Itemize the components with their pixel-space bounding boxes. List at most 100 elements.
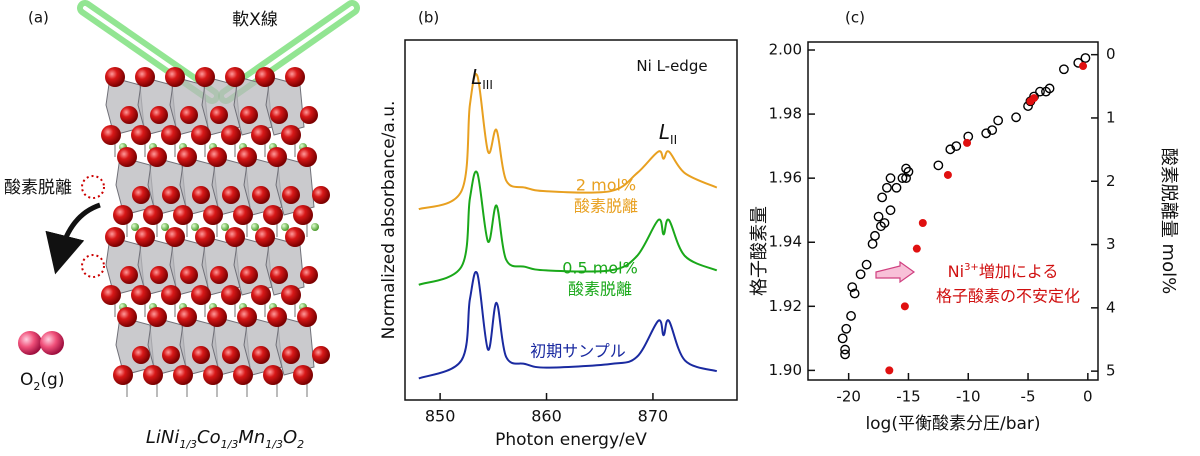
oxygen-atom (131, 285, 151, 305)
oxygen-atom (222, 186, 240, 204)
data-point (882, 182, 892, 193)
text-part: (g) (40, 370, 64, 390)
annotation: Ni3+増加による (948, 262, 1059, 281)
text-part: Ni L-edge (636, 57, 707, 75)
text-part: 3+ (964, 262, 979, 273)
spectrum-line (418, 170, 718, 286)
oxygen-atom (180, 106, 198, 124)
data-point (897, 173, 908, 184)
lithium-atom (251, 223, 259, 231)
text-part: 2 (33, 380, 40, 393)
text-part: 1/3 (179, 438, 197, 451)
text-part: II (670, 133, 677, 147)
y-tick-label: 1.96 (769, 169, 802, 187)
y2-tick-label: 2 (1106, 172, 1116, 190)
oxygen-atom (147, 307, 167, 327)
octahedron (179, 156, 219, 216)
oxygen-atom (285, 227, 305, 247)
oxygen-atom (282, 186, 300, 204)
octahedron (179, 316, 219, 376)
oxygen-atom (203, 365, 223, 385)
release-arrow (45, 202, 101, 275)
oxygen-atom (233, 205, 253, 225)
oxygen-atom (173, 205, 193, 225)
x-axis-label: Photon energy/eV (495, 430, 647, 450)
data-point (1044, 83, 1055, 94)
oxygen-atom (143, 365, 163, 385)
data-point (873, 211, 884, 222)
o2-atom (40, 331, 64, 355)
x-tick-label: -20 (836, 388, 861, 406)
oxygen-atom (147, 147, 167, 167)
y2-axis-label: 酸素脱離量 mol% (1158, 148, 1179, 294)
oxygen-atom (191, 285, 211, 305)
oxygen-atom (281, 125, 301, 145)
oxygen-atom (312, 186, 330, 204)
oxygen-atom (117, 147, 137, 167)
o2-atom (18, 331, 42, 355)
oxygen-atom (135, 67, 155, 87)
oxygen-atom (113, 365, 133, 385)
data-point (849, 288, 860, 299)
oxygen-atom (270, 266, 288, 284)
data-point (855, 269, 866, 280)
oxygen-atom (132, 346, 150, 364)
text-part: O (283, 427, 297, 448)
oxygen-atom (270, 106, 288, 124)
vacancy (81, 175, 105, 199)
oxygen-atom (222, 346, 240, 364)
y2-tick-label: 4 (1106, 298, 1116, 316)
oxygen-atom (195, 227, 215, 247)
data-point (885, 366, 894, 375)
plot-frame (807, 41, 1099, 381)
data-point (847, 282, 858, 292)
data-point (943, 170, 952, 179)
oxygen-atom (135, 227, 155, 247)
text-part: Mn (238, 427, 265, 448)
oxygen-atom (300, 106, 318, 124)
lithium-atom (191, 223, 199, 231)
x-tick-label: 870 (638, 407, 669, 426)
data-point (993, 115, 1004, 126)
y-tick-label: 2.00 (769, 41, 802, 59)
oxygen-atom (207, 307, 227, 327)
data-point (933, 160, 944, 171)
x-tick-label: -15 (896, 388, 921, 406)
oxygen-atom (252, 346, 270, 364)
oxygen-atom (203, 205, 223, 225)
oxygen-atom (252, 186, 270, 204)
lithium-atom (221, 223, 229, 231)
oxygen-atom (105, 67, 125, 87)
data-point (1059, 64, 1069, 75)
oxygen-atom (282, 346, 300, 364)
annotation: 格子酸素の不安定化 (936, 287, 1080, 306)
oxygen-atom (101, 285, 121, 305)
data-point (885, 205, 896, 216)
y-axis-label: Normalized absorbance/a.u. (379, 101, 399, 340)
text-part: L (471, 65, 482, 89)
y-tick-label: 1.98 (769, 105, 802, 123)
panel-label: (b) (418, 9, 439, 27)
oxygen-atom (233, 365, 253, 385)
data-point (1080, 53, 1091, 63)
panel-label: (a) (28, 9, 49, 27)
oxygen-atom (120, 266, 138, 284)
data-point (846, 311, 856, 321)
oxygen-atom (165, 227, 185, 247)
annotation: LII (659, 120, 677, 147)
oxygen-atom (221, 285, 241, 305)
oxygen-atom (225, 227, 245, 247)
series-label: 酸素脱離 (568, 280, 632, 299)
oxygen-atom (297, 147, 317, 167)
data-point (841, 323, 852, 334)
data-point (867, 238, 878, 249)
x-tick-label: -10 (956, 388, 981, 406)
oxygen-atom (255, 67, 275, 87)
x-tick-label: -5 (1021, 388, 1036, 406)
oxygen-atom (285, 67, 305, 87)
data-point (1011, 112, 1021, 123)
oxygen-atom (267, 147, 287, 167)
oxygen-atom (237, 307, 257, 327)
text-part: Ni (948, 262, 964, 281)
